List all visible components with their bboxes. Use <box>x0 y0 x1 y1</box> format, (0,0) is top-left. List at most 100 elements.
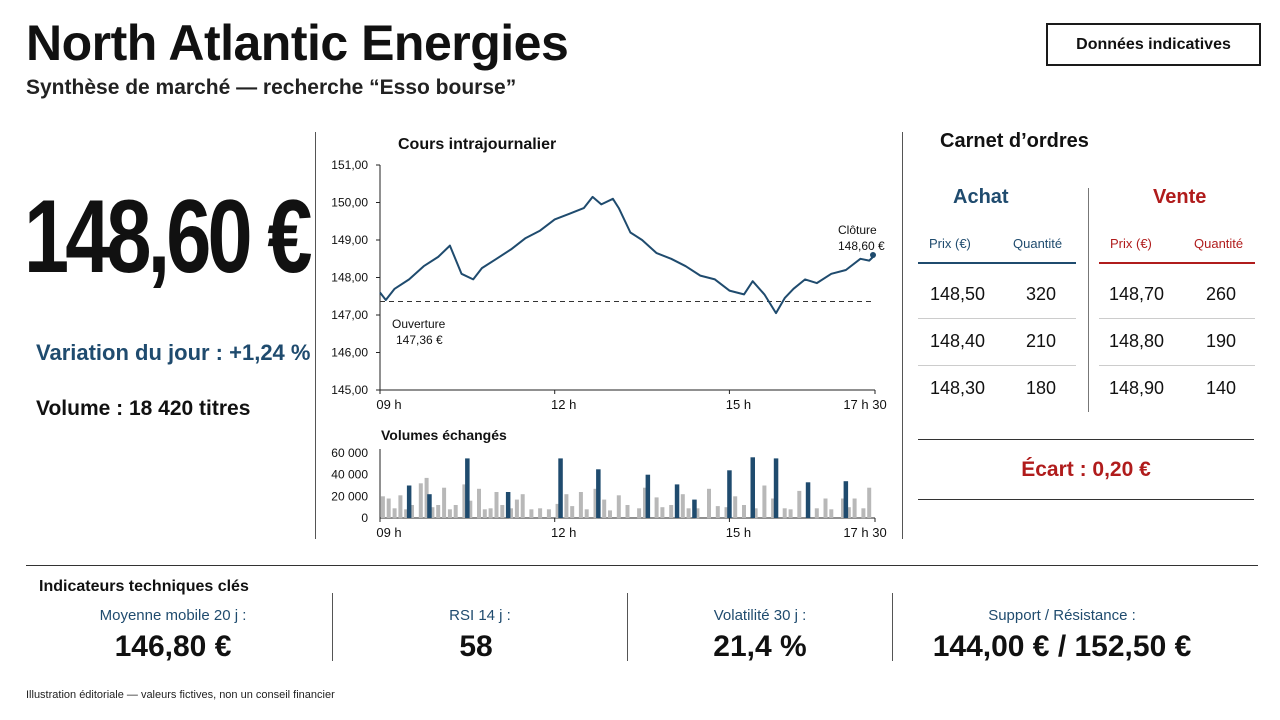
row-separator <box>918 365 1076 366</box>
price-x-tick-label: 17 h 30 <box>843 397 886 412</box>
price-y-tick-label: 145,00 <box>331 383 368 397</box>
spread-bottom-rule <box>918 499 1254 500</box>
volume-bar <box>750 457 755 518</box>
volume-bar <box>509 508 513 519</box>
spread-value: Écart : 0,20 € <box>1021 458 1151 481</box>
price-x-tick-label: 12 h <box>551 397 576 412</box>
volume-bar <box>462 484 467 518</box>
opening-label: Ouverture <box>392 317 446 331</box>
price-chart: 151,00 150,00 149,00 148,00 147,00 146,00 145,… <box>331 158 886 412</box>
volume-bar <box>616 495 621 519</box>
divider-left <box>315 132 316 539</box>
volume-bar <box>846 507 851 518</box>
volume-bar <box>788 509 793 518</box>
volume-bar <box>727 470 732 518</box>
indicator-label-volatility: Volatilité 30 j : <box>713 607 807 624</box>
volume-bar <box>643 487 647 518</box>
buy-header-rule <box>918 262 1076 264</box>
volume-bar <box>404 509 409 518</box>
price-y-tick-label: 149,00 <box>331 233 368 247</box>
volume-bar <box>482 509 487 518</box>
volume-bar <box>782 508 787 519</box>
volume-bar <box>645 474 651 518</box>
volume-x-tick-label: 12 h <box>551 525 576 540</box>
volume-bar <box>861 508 866 519</box>
sell-qty-cell: 140 <box>1206 378 1237 398</box>
volume-bar <box>564 494 569 518</box>
volume-bar <box>805 482 811 519</box>
volume-bar <box>637 508 642 519</box>
row-separator <box>1099 365 1255 366</box>
sell-price-header: Prix (€) <box>1110 236 1152 251</box>
price-x-tick-label: 09 h <box>376 397 401 412</box>
volume-bar <box>558 458 563 518</box>
sell-header-rule <box>1099 262 1255 264</box>
buy-price-header: Prix (€) <box>929 236 971 251</box>
volume-bar <box>424 477 429 518</box>
volume-bar <box>742 505 746 518</box>
volume-bar <box>418 483 423 518</box>
closing-value-label: 148,60 € <box>838 239 885 253</box>
volume-bar <box>430 507 435 518</box>
volume-bar <box>829 509 834 518</box>
volume-bar <box>380 496 385 518</box>
sell-qty-cell: 260 <box>1206 284 1237 304</box>
buy-price-cell: 148,30 <box>930 378 986 398</box>
buy-qty-cell: 210 <box>1026 331 1057 351</box>
volume-bar <box>686 508 691 519</box>
volume-bar <box>733 496 738 518</box>
volume-bar <box>555 503 560 518</box>
indicator-label-support-resistance: Support / Résistance : <box>988 607 1136 624</box>
opening-value-label: 147,36 € <box>396 333 443 347</box>
volume-bar <box>406 485 412 518</box>
volume-bar <box>500 505 505 518</box>
page-title: North Atlantic Energies <box>26 15 569 71</box>
daily-volume: Volume : 18 420 titres <box>36 397 251 420</box>
volume-bar <box>797 490 802 518</box>
volume-bar <box>514 499 519 518</box>
price-y-tick-label: 146,00 <box>331 346 368 360</box>
indicator-label-ma20: Moyenne mobile 20 j : <box>99 607 247 624</box>
volume-bar <box>771 498 776 518</box>
volume-bar <box>602 499 607 518</box>
buy-qty-header: Quantité <box>1013 236 1063 251</box>
indicator-value-volatility: 21,4 % <box>713 630 807 663</box>
indicator-value-rsi: 58 <box>459 630 493 663</box>
price-x-tick-label: 15 h <box>726 397 751 412</box>
indicator-divider <box>627 593 628 661</box>
volume-bar <box>715 506 720 518</box>
sell-price-cell: 148,90 <box>1109 378 1165 398</box>
daily-variation: Variation du jour : +1,24 % <box>36 340 311 365</box>
volume-bar <box>520 494 525 518</box>
volume-bar <box>773 458 779 518</box>
volume-bar <box>447 509 452 518</box>
row-separator <box>918 318 1076 319</box>
sell-qty-cell: 190 <box>1206 331 1237 351</box>
price-y-tick-label: 147,00 <box>331 308 368 322</box>
volume-bar <box>852 498 857 518</box>
charts-panel: Cours intrajournalier 151,00 150,00 149,00… <box>331 136 886 540</box>
sell-price-cell: 148,80 <box>1109 331 1165 351</box>
volume-bar <box>494 492 499 518</box>
volume-bar <box>538 508 543 519</box>
current-price: 148,60 € <box>24 179 312 295</box>
order-book-title: Carnet d’ordres <box>940 130 1089 152</box>
volume-bar <box>692 499 697 518</box>
volume-y-tick-label: 60 000 <box>331 446 368 460</box>
volume-bar <box>843 481 849 518</box>
indicator-label-rsi: RSI 14 j : <box>449 607 511 624</box>
volume-bar <box>695 508 700 519</box>
volume-bar <box>468 500 473 518</box>
volume-bar <box>578 492 583 518</box>
buy-price-cell: 148,50 <box>930 284 986 304</box>
indicator-divider <box>892 593 893 661</box>
buy-qty-cell: 320 <box>1026 284 1057 304</box>
volume-bar <box>625 505 630 518</box>
volume-bar <box>442 487 447 518</box>
row-separator <box>1099 318 1255 319</box>
indicator-value-ma20: 146,80 € <box>114 630 232 663</box>
volume-bar <box>593 488 598 519</box>
divider-right <box>902 132 903 539</box>
volume-bar <box>465 458 470 518</box>
indicator-divider <box>332 593 333 661</box>
